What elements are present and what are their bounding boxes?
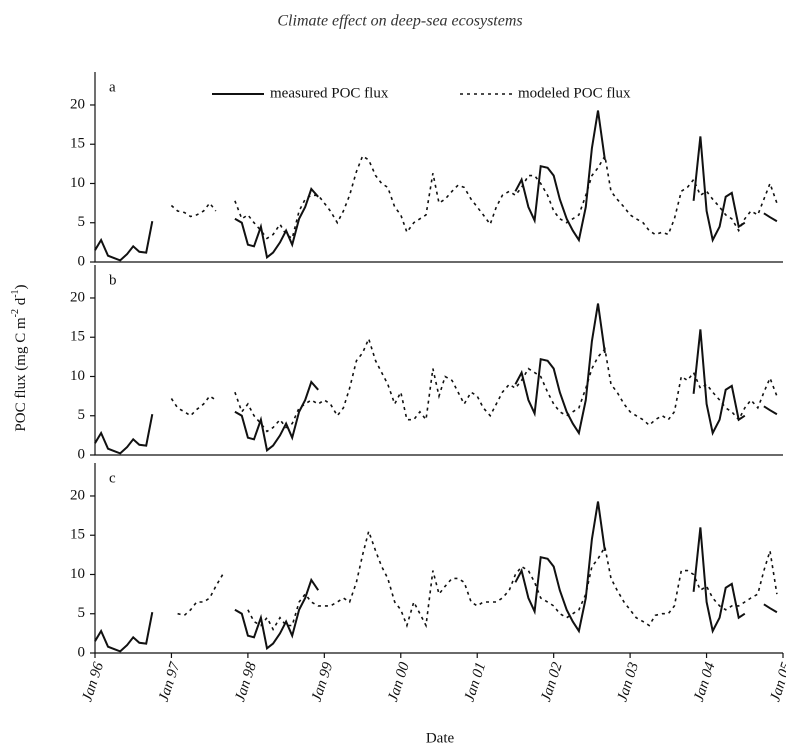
y-label-part: POC flux (mg C m <box>13 317 29 432</box>
x-tick-label: Jan 96 <box>79 660 107 704</box>
y-tick-label: 10 <box>70 175 85 191</box>
x-tick-label: Jan 03 <box>614 660 642 703</box>
axis-line <box>94 463 783 654</box>
y-tick-label: 15 <box>70 527 85 543</box>
y-label-part: ) <box>13 284 29 289</box>
y-tick-label: 0 <box>78 446 86 462</box>
y-tick-label: 20 <box>70 289 85 305</box>
y-tick-label: 5 <box>78 407 86 423</box>
y-tick-label: 5 <box>78 605 86 621</box>
y-tick-label: 0 <box>78 253 86 269</box>
y-tick-label: 10 <box>70 368 85 384</box>
x-axis-label: Date <box>426 730 455 746</box>
x-tick-label: Jan 04 <box>691 660 719 704</box>
panel-letter: b <box>109 272 117 288</box>
y-tick-label: 20 <box>70 96 85 112</box>
series-line <box>94 303 778 455</box>
panel-letter: a <box>109 79 116 95</box>
y-label-part: d <box>13 297 29 309</box>
y-tick-label: 0 <box>78 644 86 660</box>
axis-line <box>94 265 783 456</box>
series-line <box>94 110 778 262</box>
x-tick-label: Jan 01 <box>462 660 490 703</box>
legend-label: measured POC flux <box>270 85 389 101</box>
y-axis-label: POC flux (mg C m-2 d-1) <box>10 284 29 431</box>
y-tick-label: 15 <box>70 329 85 345</box>
series-line <box>94 501 778 653</box>
series-line <box>177 528 778 632</box>
x-tick-label: Jan 05 <box>767 660 786 704</box>
y-tick-label: 20 <box>70 487 85 503</box>
y-label-sup: -1 <box>10 289 21 297</box>
page-header: Climate effect on deep-sea ecosystems <box>277 13 522 30</box>
x-tick-label: Jan 00 <box>385 660 413 704</box>
y-tick-label: 10 <box>70 566 85 582</box>
series-line <box>170 336 778 433</box>
panel-letter: c <box>109 470 116 486</box>
legend-label: modeled POC flux <box>518 85 631 101</box>
x-tick-label: Jan 02 <box>538 660 566 704</box>
y-tick-label: 5 <box>78 214 86 230</box>
y-tick-label: 15 <box>70 136 85 152</box>
series-line <box>170 153 778 240</box>
x-tick-label: Jan 99 <box>309 660 337 704</box>
y-label-sup: -2 <box>10 309 21 317</box>
x-tick-label: Jan 97 <box>156 659 184 704</box>
axis-line <box>94 72 783 263</box>
x-tick-label: Jan 98 <box>232 660 260 704</box>
